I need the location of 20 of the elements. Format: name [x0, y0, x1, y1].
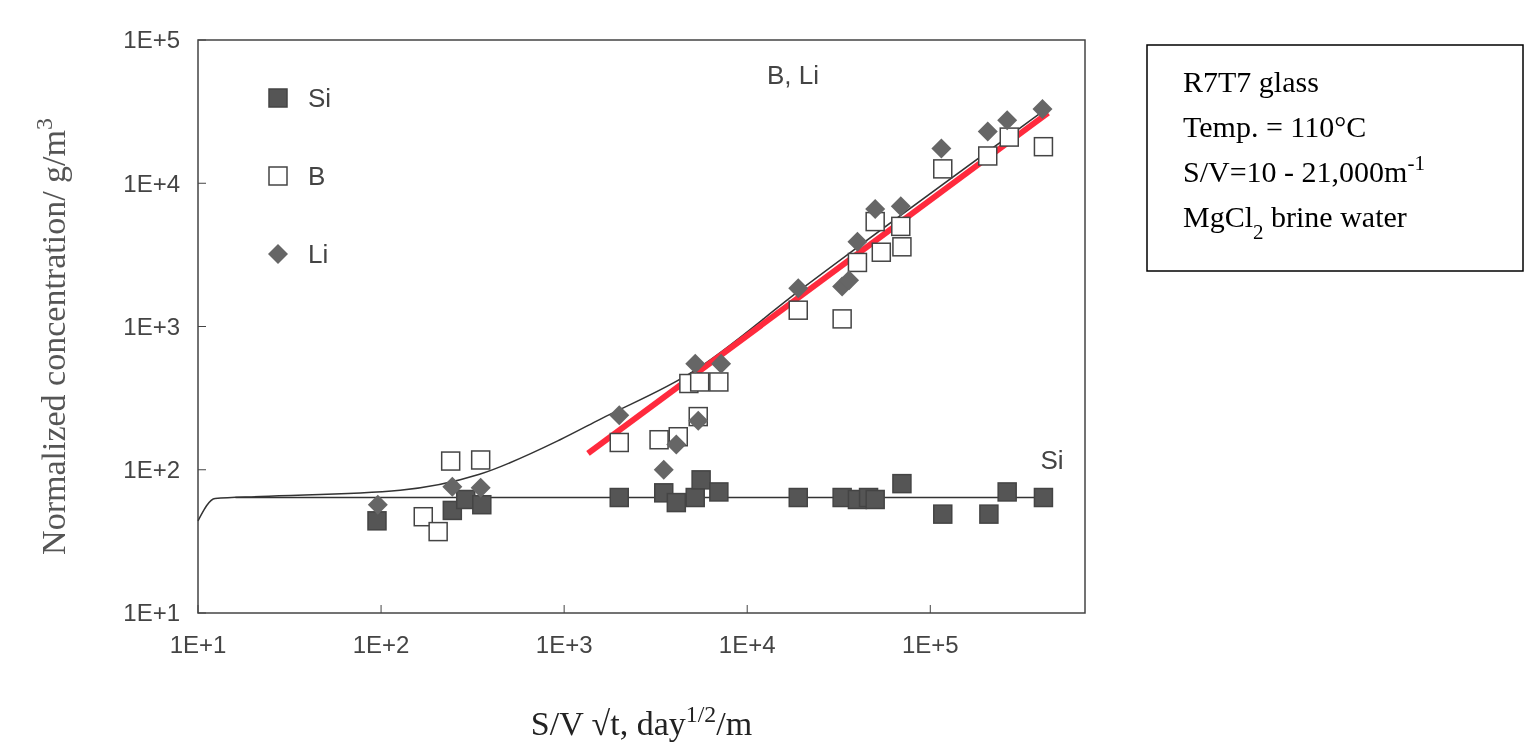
x-tick-label: 1E+2: [352, 631, 410, 658]
y-tick-label: 1E+4: [123, 169, 180, 197]
x-tick-label: 1E+3: [535, 631, 593, 658]
y-tick-label: 1E+2: [123, 456, 180, 484]
annotation: Si: [1040, 445, 1064, 476]
x-tick-label: 1E+5: [901, 631, 959, 658]
y-tick-label: 1E+1: [123, 599, 180, 627]
text: MgCl$_{2}$ brine water: [1183, 200, 1407, 244]
legend-label: B: [308, 161, 326, 192]
text: Temp. = 110°C: [1183, 110, 1367, 143]
y-tick-label: 1E+5: [123, 26, 180, 54]
x-axis-title: S/V √t, day$^{1/2}$/m: [530, 701, 753, 742]
legend-label: Li: [308, 239, 329, 270]
legend-label: Si: [308, 83, 332, 114]
annotation: B, Li: [766, 60, 820, 91]
y-tick-label: 1E+3: [123, 312, 180, 340]
text: S/V=10 - 21,000m$^{-1}$: [1183, 151, 1425, 188]
x-tick-label: 1E+1: [169, 631, 227, 658]
x-tick-label: 1E+4: [718, 631, 776, 658]
text: R7T7 glass: [1183, 65, 1319, 98]
